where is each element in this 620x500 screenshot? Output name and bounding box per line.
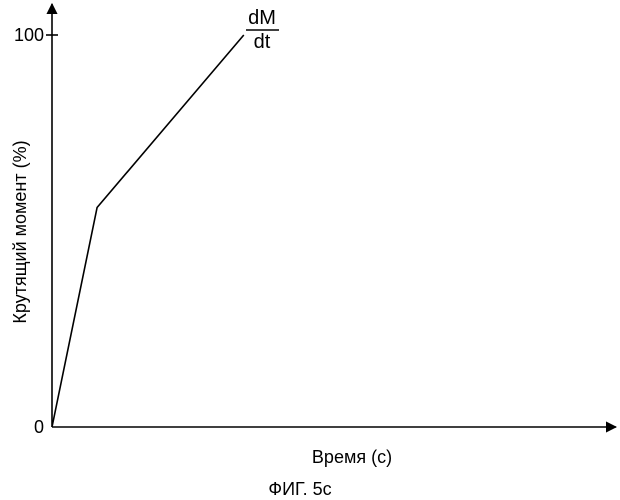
annotation-denominator: dt (254, 31, 271, 53)
annotation-numerator: dM (248, 7, 276, 29)
slope-annotation: dM dt (246, 7, 279, 53)
y-tick-label: 0 (34, 417, 44, 437)
figure-label: ФИГ. 5с (268, 479, 331, 499)
y-axis-label: Крутящий момент (%) (10, 140, 30, 323)
y-tick-label: 100 (14, 25, 44, 45)
x-axis-label: Время (с) (312, 447, 392, 467)
series-line (52, 35, 244, 427)
